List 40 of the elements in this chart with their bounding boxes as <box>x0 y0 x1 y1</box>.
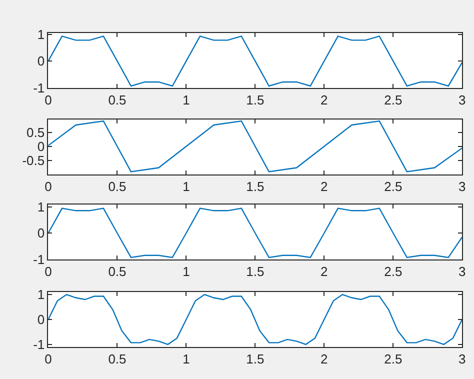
y-tick-label: -1 <box>33 336 45 352</box>
x-tick-label: 2 <box>320 179 328 194</box>
y-tick-label: 1 <box>37 287 45 302</box>
y-tick-label: 0 <box>37 226 45 241</box>
x-tick-label: 1 <box>182 92 190 108</box>
x-tick-label: 1 <box>182 179 190 194</box>
x-tick-label: 0.5 <box>108 264 126 279</box>
x-tick-label: 2 <box>320 92 328 108</box>
x-tick-label: 3 <box>458 264 466 279</box>
y-tick-label: 1 <box>37 26 45 42</box>
x-tick-label: 1 <box>182 352 190 367</box>
x-tick-label: 2.5 <box>384 92 402 108</box>
line-series <box>48 120 462 172</box>
x-tick-label: 1 <box>182 264 190 279</box>
line-series <box>48 294 462 346</box>
y-tick-label: -1 <box>33 80 45 96</box>
x-tick-label: 1.5 <box>246 264 264 279</box>
y-tick-label: -1 <box>33 252 45 267</box>
y-tick-label: 0.5 <box>26 124 45 140</box>
x-tick-label: 3 <box>458 92 466 108</box>
x-tick-label: 3 <box>458 179 466 194</box>
x-tick-label: 2 <box>320 264 328 279</box>
y-tick-label: 0 <box>37 312 45 328</box>
x-tick-label: 2 <box>320 352 328 367</box>
x-tick-label: 3 <box>458 352 466 367</box>
x-tick-label: 1.5 <box>246 92 264 108</box>
line-series <box>48 36 462 87</box>
x-tick-label: 0.5 <box>108 92 126 108</box>
y-tick-label: -0.5 <box>22 153 45 168</box>
line-series <box>48 208 462 258</box>
x-tick-label: 1.5 <box>246 352 264 367</box>
x-tick-label: 1.5 <box>246 179 264 194</box>
x-tick-label: 0.5 <box>108 179 126 194</box>
y-tick-label: 0 <box>37 54 45 69</box>
x-tick-label: 0.5 <box>108 352 126 367</box>
x-tick-label: 2.5 <box>384 264 402 279</box>
y-tick-label: 1 <box>37 200 45 215</box>
y-tick-label: 0 <box>37 138 45 154</box>
x-tick-label: 2.5 <box>384 179 402 194</box>
x-tick-label: 2.5 <box>384 352 402 367</box>
